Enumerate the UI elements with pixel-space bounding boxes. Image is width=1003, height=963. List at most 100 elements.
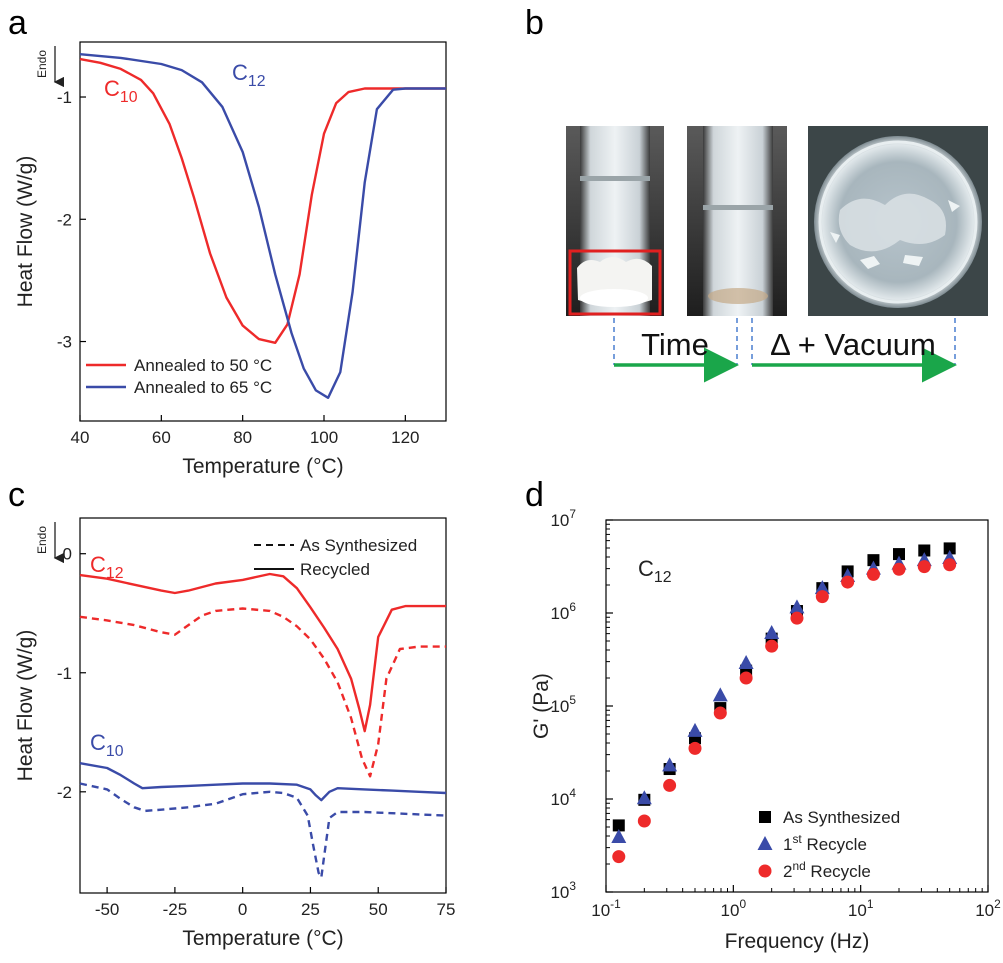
data-point-s0-12 [918, 544, 931, 557]
panel-letter-b: b [525, 4, 544, 42]
curve-label-c10: C10 [90, 730, 124, 760]
legend-entry-1: Recycled [300, 560, 370, 579]
curve-label-c10: C10 [104, 76, 138, 106]
curve-label-c10-main: C [104, 76, 120, 101]
data-point-s2-2 [663, 778, 677, 792]
data-point-s1-1 [636, 790, 652, 805]
chart-c-frame [79, 517, 447, 894]
legend-entry-main: 2 [783, 862, 792, 881]
photo-vial-dissolved [687, 126, 787, 316]
data-point-s1-5 [738, 654, 754, 669]
legend-entry-1: 1st Recycle [783, 832, 867, 854]
heat-vacuum-label: Δ + Vacuum [770, 327, 936, 362]
x-tick-base: 10 [975, 901, 994, 920]
data-point-s1-4 [712, 687, 728, 702]
data-point-s2-5 [739, 671, 753, 685]
data-point-s0-13 [943, 542, 956, 555]
series-line-0 [79, 57, 446, 344]
data-point-s1-3 [687, 722, 703, 737]
y-tick-label: 104 [550, 786, 576, 809]
legend-entry-main: 1 [783, 835, 792, 854]
legend-entry-sup: st [792, 832, 802, 846]
y-tick-base: 10 [550, 604, 569, 623]
x-tick-label: 50 [369, 900, 388, 919]
legend-entry-2: 2nd Recycle [783, 859, 871, 881]
chart-title-c12-sub: 12 [654, 569, 672, 586]
legend-entry-sup: nd [792, 859, 805, 873]
y-tick-exp: 3 [569, 879, 576, 893]
x-tick-label: 60 [152, 428, 171, 447]
legend-entry-rest: Recycle [806, 862, 871, 881]
legend-entry-0: Annealed to 50 °C [134, 356, 272, 375]
curve-label-c10-sub: 10 [106, 743, 124, 760]
data-point-s2-13 [943, 558, 957, 572]
legend-entry-rest: Recycle [802, 835, 867, 854]
series-line-1 [79, 53, 446, 399]
panel-letter-a: a [8, 4, 27, 42]
x-tick-exp: 1 [867, 897, 874, 911]
photo-vial-with-polymer [566, 126, 664, 316]
y-tick-exp: 5 [569, 693, 576, 707]
legend-marker-0 [759, 811, 771, 823]
y-axis-label: Heat Flow (W/g) [14, 156, 37, 308]
y-tick-exp: 6 [569, 600, 576, 614]
y-tick-label: -2 [57, 210, 72, 229]
x-tick-label: 100 [721, 897, 747, 920]
x-tick-exp: -1 [610, 897, 621, 911]
curve-label-c12-sub: 12 [106, 565, 124, 582]
endo-label: Endo [35, 50, 49, 78]
endo-label: Endo [35, 526, 49, 554]
data-point-s1-8 [814, 580, 830, 595]
y-tick-label: 103 [550, 879, 576, 902]
data-point-s2-1 [637, 814, 651, 828]
y-tick-label: -1 [57, 664, 72, 683]
data-point-s1-7 [789, 599, 805, 614]
curve-label-c12-main: C [90, 552, 106, 577]
x-tick-label: 10-1 [591, 897, 621, 920]
curve-label-c12-sub: 12 [248, 73, 266, 90]
x-tick-label: 75 [437, 900, 456, 919]
series-line-3 [79, 782, 447, 879]
chart-a-frame [79, 41, 447, 422]
data-point-s2-0 [612, 850, 626, 864]
x-tick-label: 120 [391, 428, 419, 447]
x-tick-label: 40 [71, 428, 90, 447]
curve-label-c12: C12 [232, 60, 266, 90]
data-point-s2-12 [917, 560, 931, 574]
data-point-s2-10 [866, 567, 880, 581]
x-tick-label: 101 [848, 897, 874, 920]
curve-label-c10-main: C [90, 730, 106, 755]
x-tick-base: 10 [721, 901, 740, 920]
series-line-2 [79, 762, 447, 802]
curve-label-c10-sub: 10 [120, 89, 138, 106]
chart-title-c12: C12 [638, 556, 672, 586]
y-axis-label: G' (Pa) [530, 673, 553, 739]
x-tick-base: 10 [591, 901, 610, 920]
x-axis-label: Temperature (°C) [182, 455, 343, 478]
x-tick-label: -50 [95, 900, 120, 919]
x-axis-label: Temperature (°C) [182, 927, 343, 950]
y-tick-exp: 4 [569, 786, 576, 800]
panel-letter-c: c [8, 476, 25, 514]
x-tick-label: 25 [301, 900, 320, 919]
y-tick-label: 0 [63, 545, 72, 564]
data-point-s2-6 [765, 639, 779, 653]
x-tick-base: 10 [848, 901, 867, 920]
data-point-s0-11 [892, 548, 905, 561]
y-tick-base: 10 [550, 511, 569, 530]
panel-letter-d: d [525, 476, 544, 514]
legend-entry-0: As Synthesized [300, 536, 417, 555]
x-tick-label: 80 [233, 428, 252, 447]
y-tick-label: 107 [550, 507, 576, 530]
x-tick-label: 0 [238, 900, 247, 919]
legend-entry-0: As Synthesized [783, 808, 900, 827]
curve-label-c12: C12 [90, 552, 124, 582]
y-tick-label: 105 [550, 693, 576, 716]
legend-marker-2 [758, 864, 772, 878]
chart-title-c12-main: C [638, 556, 654, 581]
data-point-s1-6 [764, 624, 780, 639]
chart-c: -50 -25 0 25 50 75 0 -1 -2 Temperature (°C) Heat F… [14, 517, 456, 950]
x-axis-label: Frequency (Hz) [725, 930, 870, 953]
